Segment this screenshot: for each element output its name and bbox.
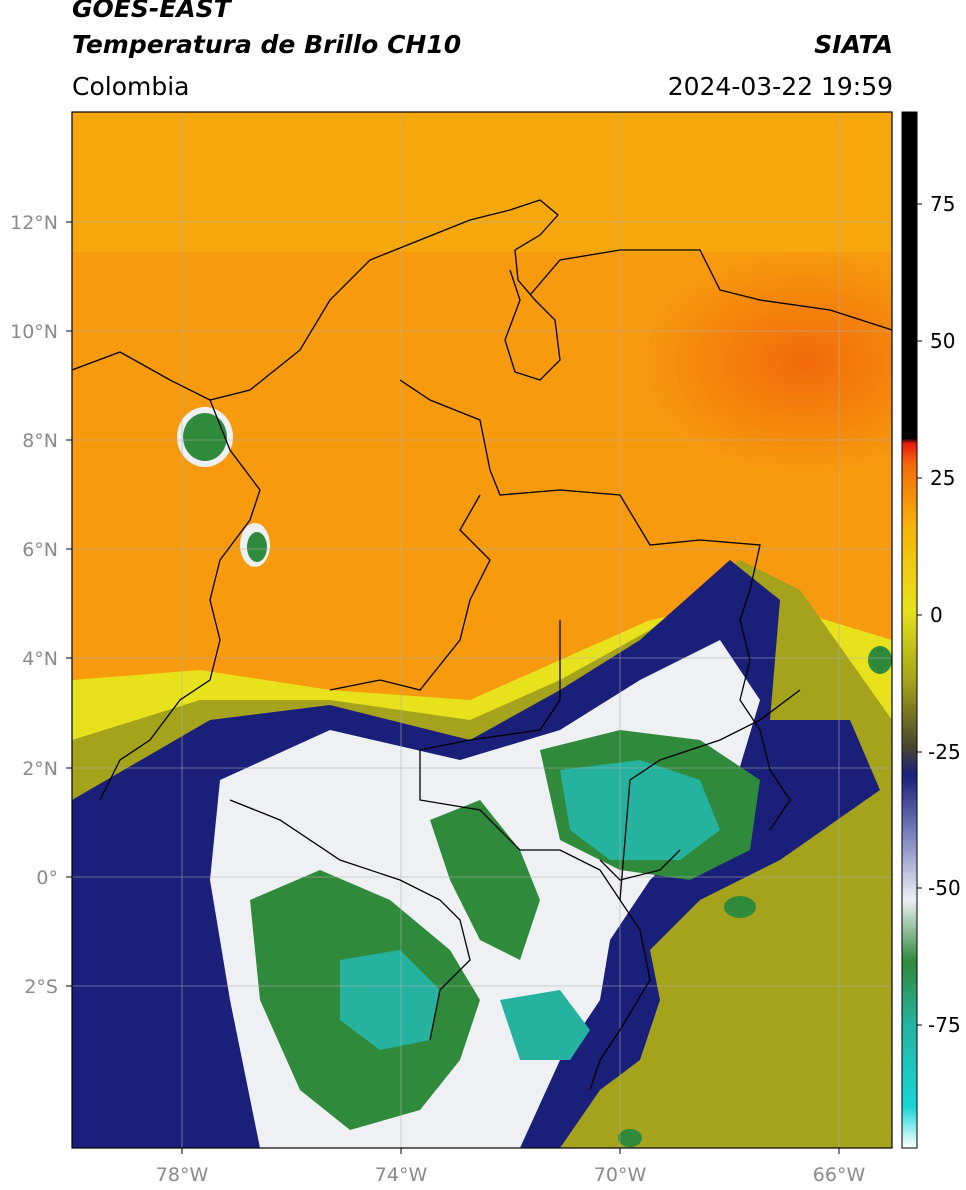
agency-label: SIATA: [814, 30, 893, 59]
lat-tick-label: 0°: [36, 867, 58, 889]
colorbar-tick-label: -25: [928, 740, 961, 764]
lon-tick-label: 70°W: [594, 1164, 647, 1186]
lat-tick-label: 12°N: [10, 212, 58, 234]
lat-tick-label: 4°N: [22, 648, 58, 670]
lat-tick-label: 2°S: [24, 976, 58, 998]
colorbar-tick-label: 25: [930, 466, 955, 490]
colorbar-tick-label: 75: [930, 192, 955, 216]
region-label: Colombia: [72, 72, 190, 101]
datetime-label: 2024-03-22 19:59: [667, 72, 893, 101]
brightness-temperature-field: [72, 112, 892, 1148]
product-title: Temperatura de Brillo CH10: [72, 30, 462, 59]
lon-tick-marks: [181, 1148, 840, 1154]
colorbar-tick-label: 0: [930, 603, 943, 627]
lat-tick-label: 10°N: [10, 321, 58, 343]
colorbar-tick-label: -75: [928, 1013, 961, 1037]
lat-tick-label: 8°N: [22, 430, 58, 452]
boundaries: [72, 199, 892, 1091]
lon-tick-label: 78°W: [156, 1164, 209, 1186]
lon-tick-label: 66°W: [813, 1164, 866, 1186]
satellite-title: GOES-EAST: [72, 0, 231, 23]
colorbar-tick-label: -50: [928, 876, 961, 900]
colorbar-tick-label: 50: [930, 329, 955, 353]
lat-tick-label: 6°N: [22, 539, 58, 561]
lat-tick-marks: [66, 221, 72, 987]
lat-tick-label: 2°N: [22, 758, 58, 780]
colorbar: 75 50 25 0 -25 -50 -75: [901, 111, 961, 1149]
lon-tick-label: 74°W: [375, 1164, 428, 1186]
graticule: [72, 112, 892, 1148]
map-frame: [71, 111, 893, 1149]
